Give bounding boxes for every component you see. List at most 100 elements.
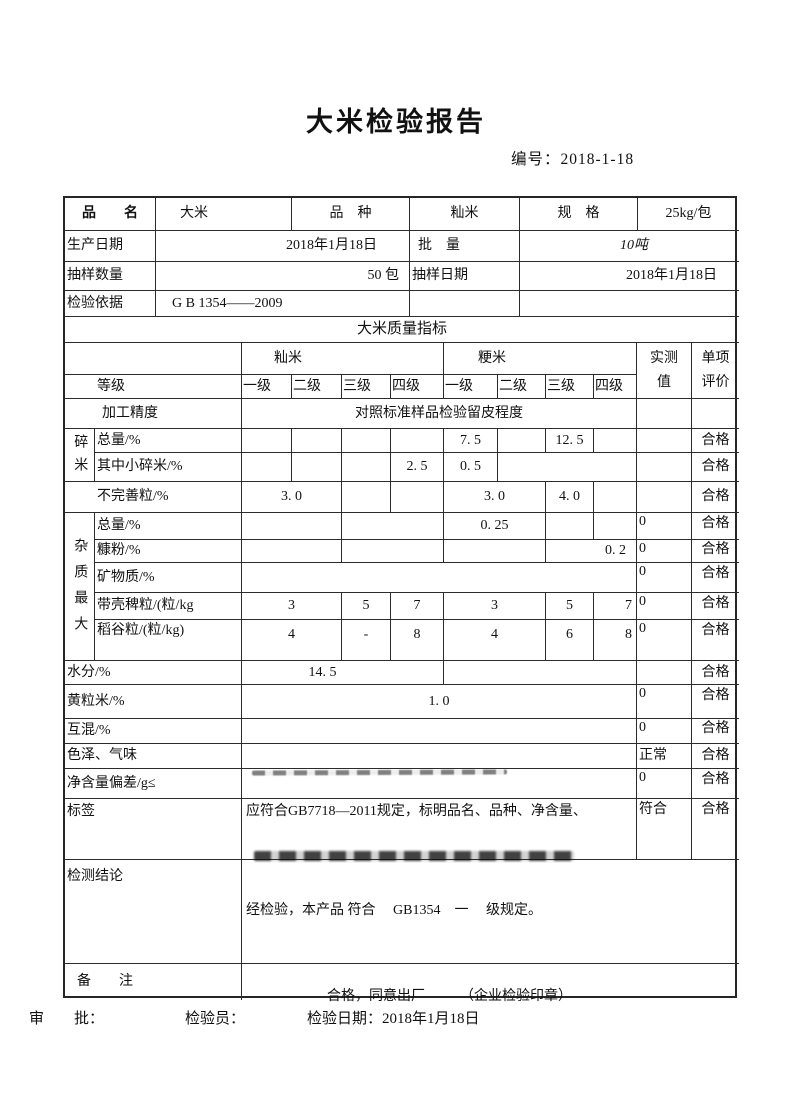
empty-cell bbox=[594, 429, 637, 453]
empty-cell bbox=[342, 453, 391, 482]
sample-qty-label: 抽样数量 bbox=[65, 262, 156, 291]
basis-value: G B 1354——2009 bbox=[156, 291, 410, 317]
grade-xian-3: 三级 bbox=[342, 375, 391, 399]
husk-xian4: 7 bbox=[391, 593, 444, 620]
net-weight-eval: 合格 bbox=[692, 769, 739, 799]
batch-value: 10吨 bbox=[520, 231, 739, 262]
empty-cell bbox=[637, 453, 692, 482]
paddy-jing12: 4 bbox=[444, 620, 546, 661]
paddy-xian12: 4 bbox=[242, 620, 342, 661]
imperfect-eval: 合格 bbox=[692, 482, 739, 513]
paddy-xian4: 8 bbox=[391, 620, 444, 661]
bran-jing34: 0. 2 bbox=[546, 540, 637, 563]
yellow-eval: 合格 bbox=[692, 685, 739, 719]
husk-eval: 合格 bbox=[692, 593, 739, 620]
product-name-value: 大米 bbox=[156, 198, 292, 231]
yellow-all: 1. 0 bbox=[242, 685, 637, 719]
empty-cell bbox=[292, 429, 342, 453]
husk-label: 带壳稗粒/(粒/kg bbox=[95, 593, 242, 620]
grade-jing-4: 四级 bbox=[594, 375, 637, 399]
footer-approval-label: 审 批： bbox=[29, 1011, 105, 1027]
empty-cell bbox=[498, 453, 637, 482]
processing-value: 对照标准样品检验留皮程度 bbox=[242, 399, 637, 429]
product-name-label: 品 名 bbox=[65, 198, 156, 231]
mineral-measured: 0 bbox=[637, 563, 692, 593]
spec-label: 规 格 bbox=[520, 198, 638, 231]
husk-xian12: 3 bbox=[242, 593, 342, 620]
conclusion-content: 经检验，本产品 符合 GB1354 一 级规定。 合格，同意出厂 （企业检验印章… bbox=[242, 860, 739, 1004]
empty-cell bbox=[410, 291, 520, 317]
empty-cell bbox=[391, 482, 444, 513]
husk-jing4: 7 bbox=[594, 593, 637, 620]
empty-cell bbox=[391, 429, 444, 453]
empty-cell bbox=[546, 513, 594, 540]
empty-cell bbox=[242, 453, 292, 482]
tag-label: 标签 bbox=[65, 799, 242, 860]
sample-date-value: 2018年1月18日 bbox=[520, 262, 739, 291]
empty-cell bbox=[498, 429, 546, 453]
paddy-eval: 合格 bbox=[692, 620, 739, 661]
report-table: 品 名 大米 品 种 籼米 规 格 25kg/包 生产日期 2018年1月18日… bbox=[63, 196, 739, 1004]
report-title: 大米检验报告 bbox=[306, 107, 486, 137]
husk-xian3: 5 bbox=[342, 593, 391, 620]
variety-label: 品 种 bbox=[292, 198, 410, 231]
grade-jing-2: 二级 bbox=[498, 375, 546, 399]
footer-inspector-label: 检验员： bbox=[185, 1011, 246, 1027]
paddy-measured: 0 bbox=[637, 620, 692, 661]
bran-eval: 合格 bbox=[692, 540, 739, 563]
broken-total-label: 总量/% bbox=[95, 429, 242, 453]
imperfect-label: 不完善粒/% bbox=[65, 482, 242, 513]
bran-measured: 0 bbox=[637, 540, 692, 563]
empty-cell bbox=[292, 453, 342, 482]
imperfect-jing12: 3. 0 bbox=[444, 482, 546, 513]
empty-cell bbox=[520, 291, 739, 317]
mineral-eval: 合格 bbox=[692, 563, 739, 593]
husk-jing12: 3 bbox=[444, 593, 546, 620]
empty-cell bbox=[444, 661, 637, 685]
grade-label: 等级 bbox=[65, 375, 242, 399]
empty-cell bbox=[242, 769, 637, 799]
empty-cell bbox=[637, 661, 692, 685]
batch-label: 批 量 bbox=[410, 231, 520, 262]
empty-cell bbox=[242, 540, 342, 563]
empty-cell bbox=[242, 513, 342, 540]
grade-xian-2: 二级 bbox=[292, 375, 342, 399]
small-broken-xian4: 2. 5 bbox=[391, 453, 444, 482]
grade-jing-1: 一级 bbox=[444, 375, 498, 399]
small-broken-jing1: 0. 5 bbox=[444, 453, 498, 482]
empty-cell bbox=[637, 399, 692, 429]
broken-total-jing1: 7. 5 bbox=[444, 429, 498, 453]
yellow-measured: 0 bbox=[637, 685, 692, 719]
paddy-xian3: - bbox=[342, 620, 391, 661]
empty-cell bbox=[242, 964, 739, 1000]
color-odor-label: 色泽、气味 bbox=[65, 744, 242, 769]
color-odor-measured: 正常 bbox=[637, 744, 692, 769]
yellow-label: 黄粒米/% bbox=[65, 685, 242, 719]
tag-eval: 合格 bbox=[692, 799, 739, 860]
empty-cell bbox=[65, 343, 242, 375]
broken-total-eval: 合格 bbox=[692, 429, 739, 453]
empty-cell bbox=[594, 482, 637, 513]
impurity-total-jing12: 0. 25 bbox=[444, 513, 546, 540]
husk-measured: 0 bbox=[637, 593, 692, 620]
mixed-measured: 0 bbox=[637, 719, 692, 744]
empty-cell bbox=[444, 540, 546, 563]
mixed-label: 互混/% bbox=[65, 719, 242, 744]
prod-date-label: 生产日期 bbox=[65, 231, 156, 262]
basis-label: 检验依据 bbox=[65, 291, 156, 317]
net-weight-label: 净含量偏差/g≤ bbox=[65, 769, 242, 799]
imperfect-xian12: 3. 0 bbox=[242, 482, 342, 513]
tag-measured: 符合 bbox=[637, 799, 692, 860]
prod-date-value: 2018年1月18日 bbox=[156, 231, 410, 262]
ink-smudge bbox=[254, 851, 574, 861]
group-header-jingmi: 粳米 bbox=[444, 343, 637, 375]
report-number: 编号：2018-1-18 bbox=[511, 151, 635, 168]
moisture-xian: 14. 5 bbox=[242, 661, 444, 685]
impurity-total-eval: 合格 bbox=[692, 513, 739, 540]
sample-qty-value: 50 包 bbox=[156, 262, 410, 291]
empty-cell bbox=[637, 429, 692, 453]
grade-jing-3: 三级 bbox=[546, 375, 594, 399]
paddy-label: 稻谷粒/(粒/kg) bbox=[95, 620, 242, 661]
small-broken-eval: 合格 bbox=[692, 453, 739, 482]
